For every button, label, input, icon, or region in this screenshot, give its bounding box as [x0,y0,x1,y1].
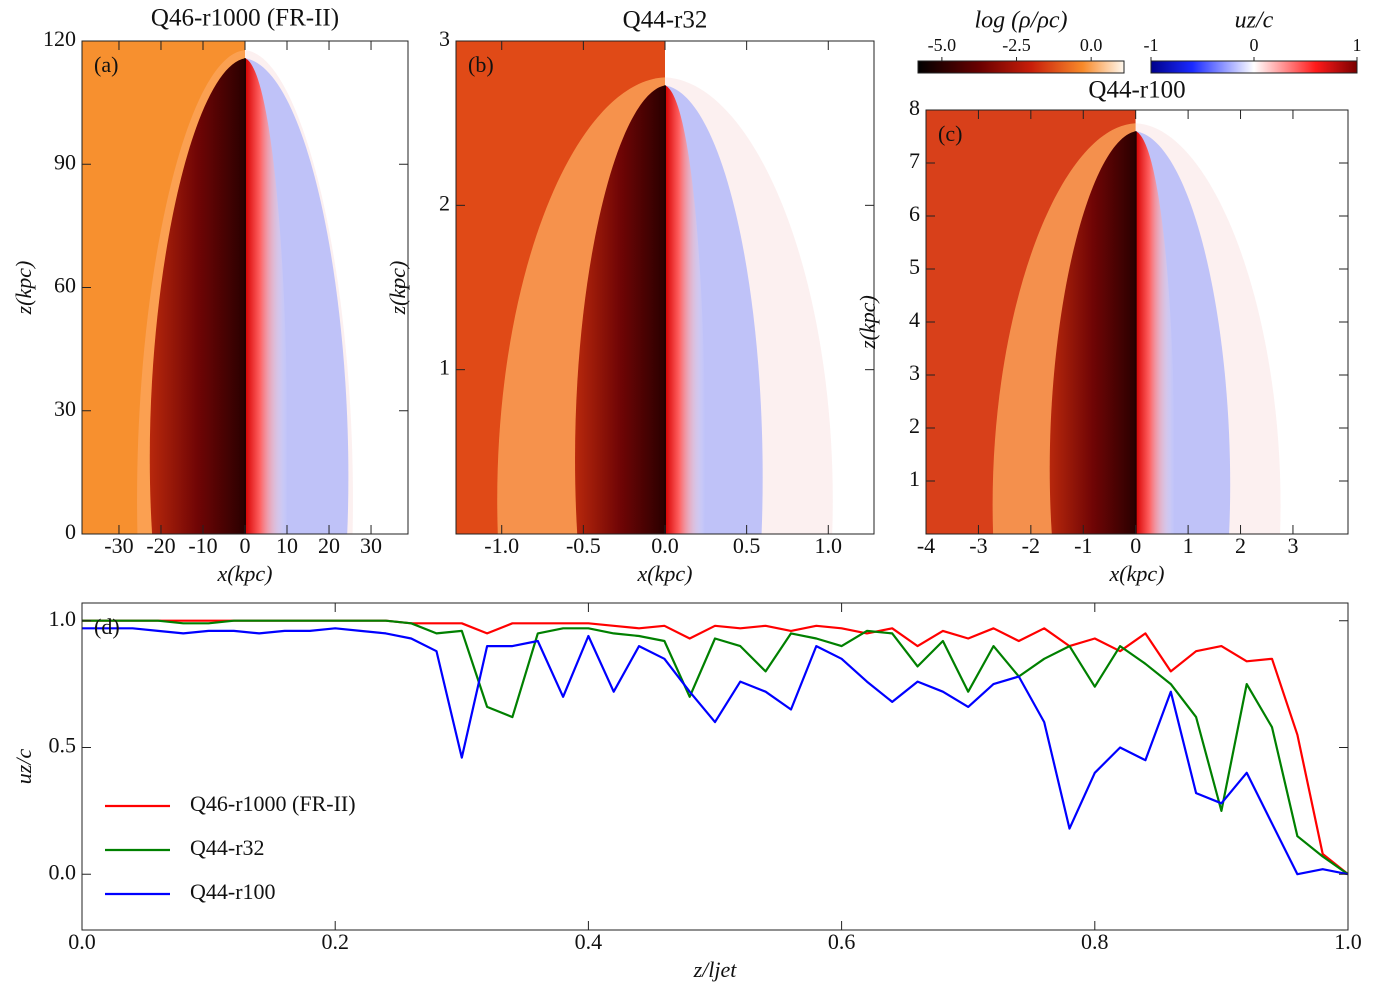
x-tick-label: 0.6 [828,929,856,954]
x-tick-label: -2 [1022,533,1040,558]
y-axis-label: z(kpc) [11,261,36,316]
plot-frame [81,602,1349,931]
y-axis-label: uz/c [11,749,36,785]
y-tick-label: 2 [909,413,920,438]
colorbar-tick-label: 1 [1353,35,1362,55]
x-tick-label: -10 [188,533,217,558]
series-line [82,627,1348,876]
panel-title: Q44-r100 [1088,77,1185,104]
plot-frame [455,40,875,535]
x-tick-label: -30 [104,533,133,558]
x-tick-label: -20 [146,533,175,558]
simulation-image [926,110,1348,534]
colorbar-tick-label: 0.0 [1080,35,1103,55]
x-tick-label: 0.2 [321,929,349,954]
colorbar-tick-label: -5.0 [928,35,957,55]
colorbar-tick-label: -1 [1144,35,1159,55]
legend-label: Q44-r100 [190,879,276,904]
colorbar-label: log (ρ/ρc) [974,8,1067,34]
colorbar [1150,60,1358,74]
y-tick-label: 0.5 [49,733,77,758]
y-axis-label: z(kpc) [385,261,410,316]
x-tick-label: 3 [1287,533,1298,558]
x-tick-label: 0.4 [575,929,603,954]
y-tick-label: 30 [54,396,76,421]
y-tick-label: 3 [439,26,450,51]
legend-label: Q46-r1000 (FR-II) [190,791,356,816]
plot-frame [81,40,409,535]
colorbar-tick-label: -2.5 [1002,35,1031,55]
y-tick-label: 4 [909,307,920,332]
y-tick-label: 8 [909,95,920,120]
x-tick-label: 10 [276,533,298,558]
cocoon-density [149,58,245,534]
y-tick-label: 3 [909,360,920,385]
cocoon-density [575,85,665,534]
y-tick-label: 0.0 [49,859,77,884]
panel-label: (b) [468,52,494,77]
simulation-image [456,41,874,534]
jet-velocity [1135,131,1175,534]
colorbar-tick-label: 0 [1250,35,1259,55]
simulation-image [82,41,408,534]
x-tick-label: -0.5 [566,533,601,558]
x-axis-label: x(kpc) [217,561,273,586]
x-tick-label: -4 [917,533,935,558]
y-tick-label: 5 [909,254,920,279]
x-tick-label: 0 [1130,533,1141,558]
x-tick-label: 1.0 [815,533,843,558]
y-tick-label: 2 [439,190,450,215]
colorbar-label: uz/c [1235,8,1274,34]
cocoon-density [1049,131,1136,534]
plot-frame [925,109,1349,535]
y-tick-label: 120 [43,26,76,51]
series-line [82,619,1348,876]
y-tick-label: 7 [909,148,920,173]
panel-label: (c) [938,121,962,146]
x-axis-label: x(kpc) [637,561,693,586]
x-axis-label: z/ljet [693,957,738,982]
y-tick-label: 1.0 [49,606,77,631]
y-tick-label: 90 [54,149,76,174]
y-tick-label: 1 [909,466,920,491]
y-tick-label: 0 [65,519,76,544]
x-tick-label: -3 [969,533,987,558]
x-tick-label: -1.0 [484,533,519,558]
colorbar [917,60,1125,74]
x-tick-label: 20 [318,533,340,558]
series-line [82,619,1348,876]
jet-velocity [245,58,288,534]
x-tick-label: 0.5 [733,533,761,558]
x-tick-label: 1.0 [1334,929,1362,954]
legend-label: Q44-r32 [190,835,265,860]
y-tick-label: 1 [439,355,450,380]
x-tick-label: 0.0 [68,929,96,954]
x-axis-label: x(kpc) [1109,561,1165,586]
y-tick-label: 60 [54,273,76,298]
x-tick-label: 0 [240,533,251,558]
panel-label: (d) [94,614,120,639]
panel-label: (a) [94,52,118,77]
x-tick-label: -1 [1074,533,1092,558]
jet-velocity [665,85,706,534]
x-tick-label: 30 [360,533,382,558]
y-tick-label: 6 [909,201,920,226]
panel-title: Q46-r1000 (FR-II) [151,5,339,32]
x-tick-label: 2 [1235,533,1246,558]
x-tick-label: 1 [1183,533,1194,558]
y-axis-label: z(kpc) [855,295,880,350]
panel-title: Q44-r32 [623,7,708,34]
x-tick-label: 0.8 [1081,929,1109,954]
x-tick-label: 0.0 [651,533,679,558]
